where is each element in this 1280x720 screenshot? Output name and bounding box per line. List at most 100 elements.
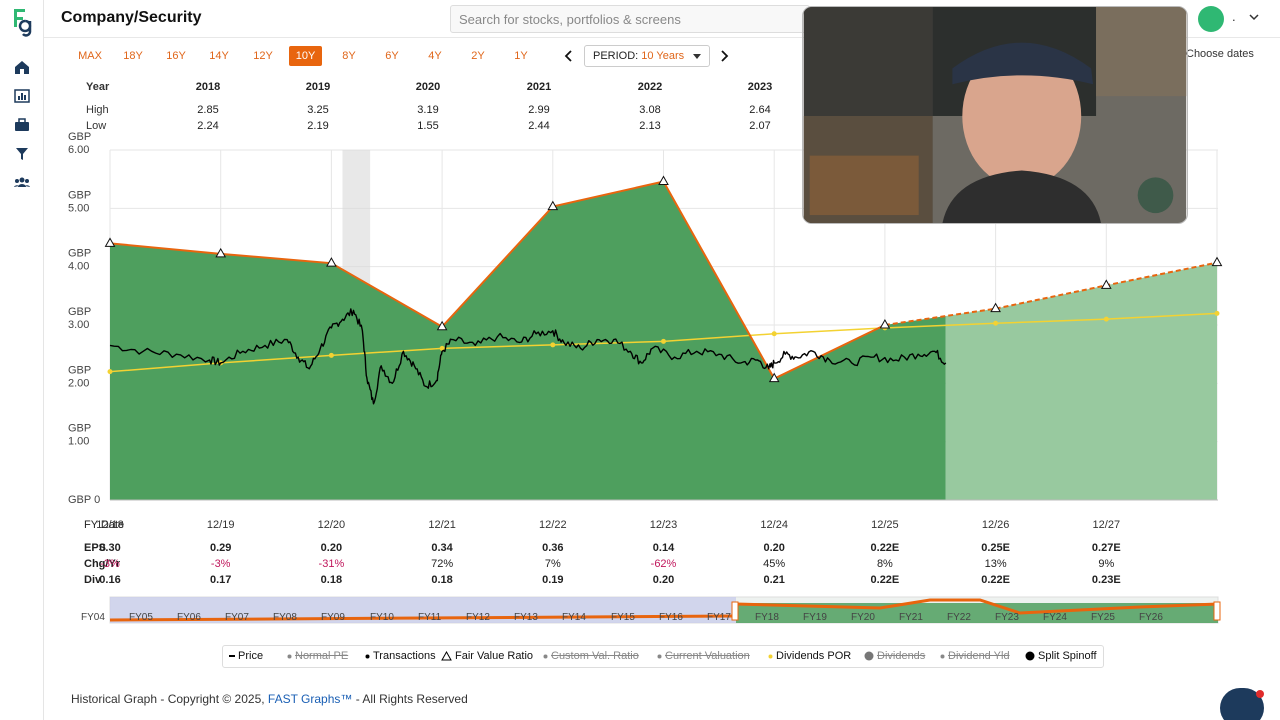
x-label: 12/23 <box>649 519 678 531</box>
div-cell: 0.22E <box>870 574 900 586</box>
period-button-max[interactable]: MAX <box>78 50 102 62</box>
normal-pe-point <box>439 345 445 351</box>
chg-cell: 72% <box>431 558 454 570</box>
chevron-right-icon[interactable] <box>717 48 731 64</box>
legend-item-fair-value-ratio[interactable]: Fair Value Ratio <box>441 650 533 662</box>
fair-value-marker <box>768 372 780 383</box>
legend-item-dividends[interactable]: Dividends <box>864 650 925 662</box>
search-input[interactable] <box>450 5 810 33</box>
chevron-down-icon[interactable] <box>1248 11 1260 23</box>
legend-item-normal-pe[interactable]: Normal PE <box>287 650 348 662</box>
navigator-label: FY19 <box>803 612 827 623</box>
legend-item-dividends-por[interactable]: Dividends POR <box>768 650 851 662</box>
navigator-label: FY24 <box>1043 612 1067 623</box>
legend-item-current-valuation[interactable]: Current Valuation <box>657 650 750 662</box>
x-label: 12/24 <box>760 519 788 531</box>
y-tick-currency: GBP <box>68 306 91 318</box>
navigator-handle-right[interactable] <box>1213 601 1221 621</box>
chart-icon[interactable] <box>13 87 31 105</box>
legend-item-label: Price <box>238 650 264 662</box>
navigator-label: FY07 <box>225 612 249 623</box>
y-tick-value: 4.00 <box>68 261 89 273</box>
legend-item-price[interactable]: Price <box>229 650 263 662</box>
footer-brand-link[interactable]: FAST Graphs™ <box>267 692 353 706</box>
legend-item-custom-val-ratio[interactable]: Custom Val. Ratio <box>543 650 639 662</box>
period-button-1y[interactable]: 1Y <box>514 50 528 62</box>
period-button-14y[interactable]: 14Y <box>209 50 229 62</box>
period-select[interactable]: PERIOD: 10 Years <box>584 45 710 67</box>
fair-value-line <box>109 180 886 380</box>
chevron-left-icon[interactable] <box>562 48 576 64</box>
y-tick-currency: GBP <box>68 189 91 201</box>
navigator-label: FY06 <box>177 612 201 623</box>
chg-cell: 9% <box>1098 558 1115 570</box>
users-icon[interactable] <box>13 174 31 192</box>
x-label: 12/18 <box>96 519 124 531</box>
legend-item-transactions[interactable]: Transactions <box>365 650 436 662</box>
period-select-value: 10 Years <box>641 50 685 62</box>
navigator-label: FY08 <box>273 612 297 623</box>
navigator-label: FY26 <box>1139 612 1163 623</box>
navigator-handle-left[interactable] <box>731 601 739 621</box>
x-label: 12/22 <box>539 519 567 531</box>
legend-item-label: Dividends POR <box>776 650 852 662</box>
fair-value-marker <box>1100 279 1112 289</box>
normal-pe-point <box>550 342 556 348</box>
eps-cell: 0.14 <box>652 542 675 554</box>
period-button-16y[interactable]: 16Y <box>166 50 186 62</box>
y-tick-currency: GBP <box>68 248 91 260</box>
choose-dates-link[interactable]: Choose dates <box>1186 48 1254 60</box>
chg-cell: -31% <box>318 558 345 570</box>
period-button-10y[interactable]: 10Y <box>289 46 322 66</box>
period-button-4y[interactable]: 4Y <box>428 50 442 62</box>
period-button-18y[interactable]: 18Y <box>123 50 143 62</box>
range-navigator: FY04 FY05 FY06 FY07 FY08 FY09 FY10 FY11 FY12 FY13… <box>81 596 1221 624</box>
fast-graphs-logo[interactable] <box>11 7 35 37</box>
normal-pe-point <box>1214 310 1220 316</box>
navigator-label: FY14 <box>562 612 586 623</box>
navigator-label: FY20 <box>851 612 875 623</box>
eps-cell: 0.20 <box>763 542 785 554</box>
navigator-label: FY16 <box>659 612 683 623</box>
period-button-6y[interactable]: 6Y <box>385 50 399 62</box>
legend-item-dividend-yld[interactable]: Dividend Yld <box>940 650 1010 662</box>
low-cell: 2.24 <box>197 120 219 132</box>
year-label: Year <box>86 81 110 93</box>
period-button-12y[interactable]: 12Y <box>253 50 273 62</box>
eps-cell: 0.20 <box>320 542 343 554</box>
navigator-label: FY11 <box>418 612 442 623</box>
year-cell: 2018 <box>195 81 221 93</box>
navigator-label: FY12 <box>466 612 490 623</box>
div-cell: 0.18 <box>431 574 453 586</box>
chg-cell: 7% <box>544 558 561 570</box>
home-icon[interactable] <box>13 58 31 76</box>
chart-legend: Price Normal PE Transactions Fair Value Rat… <box>222 645 1104 668</box>
chat-notification-dot <box>1256 690 1264 698</box>
period-button-2y[interactable]: 2Y <box>471 50 485 62</box>
low-cell: 1.55 <box>417 120 439 132</box>
navigator-label: FY25 <box>1091 612 1115 623</box>
eps-cell: 0.22E <box>870 542 900 554</box>
user-name[interactable]: . <box>1232 9 1236 24</box>
legend-item-label: Transactions <box>373 650 436 662</box>
div-label: Div <box>84 574 102 586</box>
x-label: 12/20 <box>317 519 346 531</box>
period-select-label: PERIOD: <box>593 50 639 62</box>
period-button-8y[interactable]: 8Y <box>342 50 356 62</box>
briefcase-icon[interactable] <box>13 116 31 134</box>
eps-cell: 0.34 <box>431 542 453 554</box>
legend-item-split-spinoff[interactable]: Split Spinoff <box>1025 650 1097 662</box>
navigator-label: FY09 <box>321 612 345 623</box>
x-label: 12/26 <box>981 519 1010 531</box>
low-cell: 2.13 <box>639 120 661 132</box>
chg-label: Chg/Yr <box>84 558 121 570</box>
normal-pe-point <box>993 320 999 326</box>
legend-item-label: Dividends <box>877 650 926 662</box>
avatar[interactable] <box>1198 6 1224 32</box>
year-cell: 2019 <box>305 81 331 93</box>
filter-icon[interactable] <box>13 145 31 163</box>
low-cell: 2.44 <box>528 120 550 132</box>
fair-value-projection-area <box>945 262 1217 500</box>
